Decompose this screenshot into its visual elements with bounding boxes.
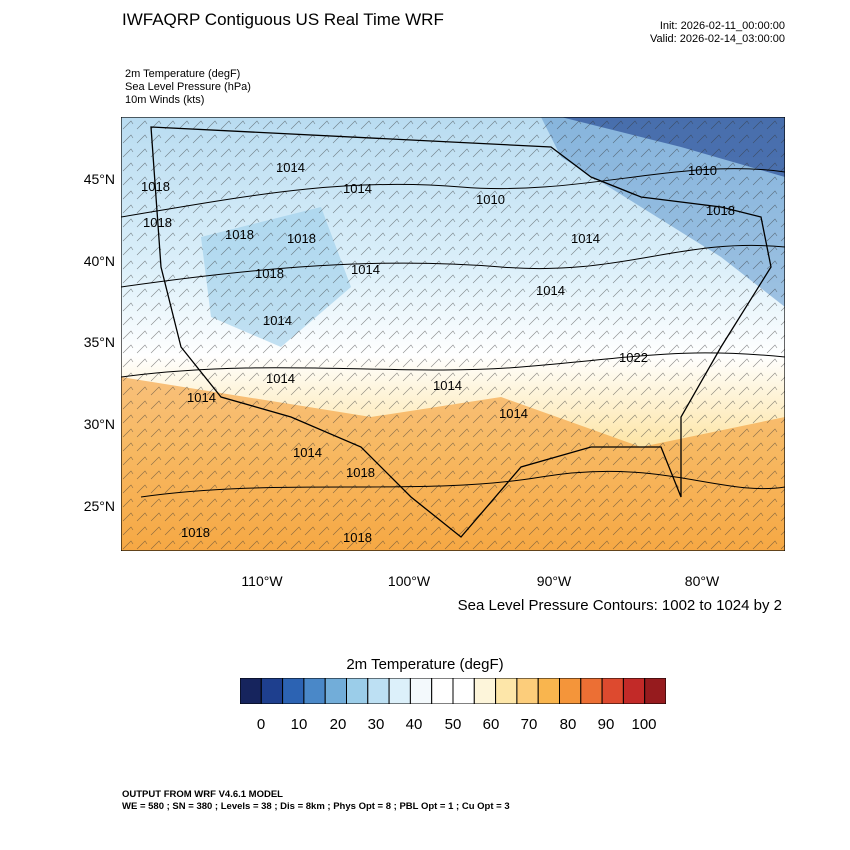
isobar-label: 1014: [433, 378, 462, 393]
colorbar-swatch: [388, 678, 411, 704]
colorbar-swatch: [324, 678, 347, 704]
colorbar-swatch: [240, 678, 262, 704]
lat-label-40n: 40°N: [83, 253, 115, 269]
colorbar-swatch: [367, 678, 390, 704]
isobar-label: 1018: [343, 530, 372, 545]
colorbar-swatch: [580, 678, 603, 704]
isobar-label: 1022: [619, 350, 648, 365]
isobar-label: 1014: [499, 406, 528, 421]
colorbar-label-30: 30: [367, 716, 385, 733]
isobar-label: 1014: [536, 283, 565, 298]
isobar-label: 1014: [276, 160, 305, 175]
isobar-label: 1010: [476, 192, 505, 207]
colorbar-label-100: 100: [631, 716, 657, 733]
colorbar-label-40: 40: [405, 716, 423, 733]
colorbar-swatch: [537, 678, 561, 704]
isobar-label-group: 1014 1014 1018 1018 1018 1018 1014 1014 …: [141, 160, 735, 545]
colorbar-swatch: [622, 678, 646, 704]
colorbar-swatch: [644, 678, 666, 704]
isobar-label: 1014: [266, 371, 295, 386]
colorbar-swatch: [409, 678, 433, 704]
colorbar-label-50: 50: [444, 716, 462, 733]
lat-label-45n: 45°N: [83, 171, 115, 187]
colorbar-label-90: 90: [597, 716, 615, 733]
colorbar-swatch: [452, 678, 475, 704]
colorbar-swatch: [601, 678, 624, 704]
colorbar-swatch: [473, 678, 497, 704]
colorbar: [240, 678, 666, 704]
us-outline: [150, 126, 772, 538]
colorbar-swatch: [431, 678, 454, 704]
colorbar-label-0: 0: [256, 716, 266, 733]
isobar-label: 1014: [343, 181, 372, 196]
isobar-label: 1010: [688, 163, 717, 178]
isobar-label: 1018: [225, 227, 254, 242]
contour-caption: Sea Level Pressure Contours: 1002 to 102…: [457, 597, 782, 614]
colorbar-swatch: [346, 678, 369, 704]
isobar-label: 1014: [571, 231, 600, 246]
lon-label-110w: 110°W: [241, 573, 283, 589]
valid-time: Valid: 2026-02-14_03:00:00: [650, 33, 785, 45]
colorbar-label-80: 80: [559, 716, 577, 733]
colorbar-swatch: [282, 678, 305, 704]
isobar-label: 1018: [287, 231, 316, 246]
init-time: Init: 2026-02-11_00:00:00: [659, 20, 785, 32]
colorbar-label-70: 70: [520, 716, 538, 733]
colorbar-title: 2m Temperature (degF): [346, 656, 504, 673]
colorbar-swatch: [495, 678, 518, 704]
lat-label-30n: 30°N: [83, 416, 115, 432]
field-label-pressure: Sea Level Pressure (hPa): [125, 81, 251, 93]
isobar-label: 1014: [187, 390, 216, 405]
isobar-label: 1018: [706, 203, 735, 218]
field-label-temperature: 2m Temperature (degF): [125, 68, 241, 80]
colorbar-swatch: [516, 678, 539, 704]
colorbar-swatch: [303, 678, 326, 704]
lon-label-100w: 100°W: [387, 573, 431, 589]
lat-label-35n: 35°N: [83, 334, 115, 350]
field-label-winds: 10m Winds (kts): [125, 94, 205, 106]
isobar-label: 1018: [181, 525, 210, 540]
weather-map: 1014 1014 1018 1018 1018 1018 1014 1014 …: [121, 117, 785, 551]
lat-label-25n: 25°N: [83, 498, 115, 514]
isobar-label: 1014: [351, 262, 380, 277]
isobar-label: 1018: [255, 266, 284, 281]
colorbar-swatch: [260, 678, 284, 704]
isobar-label: 1014: [263, 313, 292, 328]
isobars: [121, 168, 785, 498]
map-title: IWFAQRP Contiguous US Real Time WRF: [122, 10, 444, 29]
colorbar-label-20: 20: [329, 716, 347, 733]
lon-label-80w: 80°W: [684, 573, 720, 589]
isobar-label: 1018: [346, 465, 375, 480]
lon-label-90w: 90°W: [536, 573, 572, 589]
footer-model-line: OUTPUT FROM WRF V4.6.1 MODEL: [122, 789, 283, 800]
colorbar-label-10: 10: [290, 716, 308, 733]
isobar-label: 1018: [141, 179, 170, 194]
footer-config-line: WE = 580 ; SN = 380 ; Levels = 38 ; Dis …: [122, 801, 510, 812]
colorbar-swatch: [559, 678, 582, 704]
isobar-label: 1018: [143, 215, 172, 230]
isobar-label: 1014: [293, 445, 322, 460]
colorbar-label-60: 60: [482, 716, 500, 733]
